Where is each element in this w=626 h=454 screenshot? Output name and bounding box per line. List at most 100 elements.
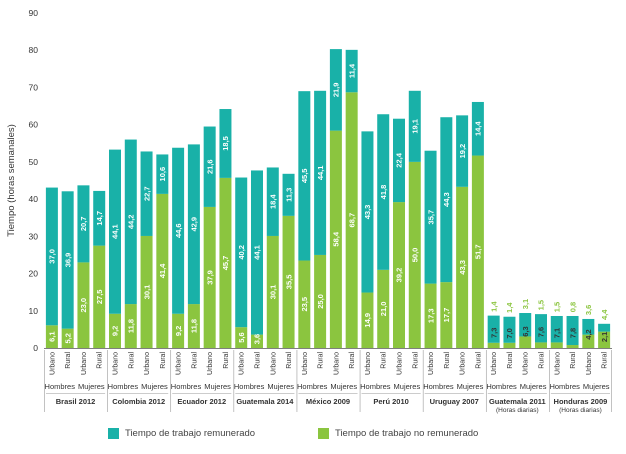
bar-remunerado	[140, 151, 153, 236]
sex-label: Hombres	[171, 382, 202, 391]
bar-no-remunerado	[408, 161, 421, 348]
area-tick-label: Rural	[191, 352, 198, 369]
area-tick-label: Rural	[349, 352, 356, 369]
area-tick-label: Urbano	[554, 352, 561, 375]
value-label-no-remunerado: 1,4	[489, 301, 498, 312]
value-label-no-remunerado: 23,0	[79, 298, 88, 313]
bar-no-remunerado	[124, 304, 137, 348]
bar-remunerado	[109, 149, 121, 314]
sex-label: Mujeres	[204, 382, 231, 391]
bar-remunerado	[345, 49, 358, 93]
group-label: México 2009	[306, 397, 350, 406]
sex-label: Hombres	[108, 382, 139, 391]
sex-label: Mujeres	[78, 382, 105, 391]
bar-remunerado	[124, 139, 137, 305]
value-label-remunerado: 20,7	[79, 217, 88, 232]
value-label-remunerado: 44,1	[316, 166, 325, 181]
value-label-remunerado: 7,8	[568, 328, 577, 338]
bar-no-remunerado	[598, 331, 611, 348]
value-label-remunerado: 19,2	[458, 144, 467, 159]
value-label-no-remunerado: 3,1	[521, 299, 530, 309]
bar-no-remunerado	[45, 325, 58, 348]
bar-no-remunerado	[487, 342, 500, 348]
group-sublabel: (Horas diarias)	[559, 407, 602, 414]
area-tick-label: Rural	[97, 352, 104, 369]
sex-label: Mujeres	[394, 382, 421, 391]
value-label-remunerado: 4,2	[584, 329, 593, 339]
sex-label: Hombres	[45, 382, 76, 391]
bar-no-remunerado	[566, 345, 579, 348]
value-label-remunerado: 18,5	[221, 136, 230, 151]
bar-no-remunerado	[109, 313, 121, 348]
bar-remunerado	[61, 191, 74, 329]
area-tick-label: Rural	[412, 352, 419, 369]
value-label-no-remunerado: 5,6	[237, 332, 246, 342]
bar-remunerado	[172, 147, 185, 314]
bar-no-remunerado	[172, 313, 185, 348]
value-label-no-remunerado: 0,8	[568, 302, 577, 312]
bar-remunerado	[329, 49, 342, 131]
bar-no-remunerado	[424, 283, 437, 348]
value-label-remunerado: 7,3	[489, 328, 498, 338]
group-label: Guatemala 2011	[489, 397, 546, 406]
area-tick-label: Urbano	[270, 352, 277, 375]
sex-label: Hombres	[423, 382, 454, 391]
value-label-remunerado: 22,4	[395, 152, 404, 167]
area-tick-label: Urbano	[302, 352, 309, 375]
bar-remunerado	[377, 114, 390, 270]
bar-no-remunerado	[361, 292, 374, 348]
group-label: Uruguay 2007	[430, 397, 479, 406]
area-tick-label: Rural	[223, 352, 230, 369]
area-tick-label: Urbano	[460, 352, 467, 375]
y-tick-label: 30	[29, 231, 39, 241]
bar-remunerado	[582, 318, 595, 335]
value-label-no-remunerado: 1,5	[537, 300, 546, 310]
area-tick-label: Rural	[507, 352, 514, 369]
bar-no-remunerado	[535, 342, 547, 348]
value-label-remunerado: 14,7	[95, 211, 104, 226]
value-label-remunerado: 43,3	[363, 205, 372, 220]
group-label: Colombia 2012	[112, 397, 165, 406]
bar-remunerado	[314, 90, 327, 255]
bar-no-remunerado	[519, 336, 532, 348]
value-label-no-remunerado: 4,4	[600, 309, 609, 320]
area-tick-label: Rural	[570, 352, 577, 369]
bar-no-remunerado	[282, 215, 295, 348]
sex-label: Hombres	[486, 382, 517, 391]
value-label-no-remunerado: 68,7	[347, 213, 356, 228]
bar-remunerado	[266, 167, 279, 236]
bar-remunerado	[361, 131, 374, 293]
legend: Tiempo de trabajo remunerado Tiempo de t…	[0, 428, 626, 444]
y-tick-label: 20	[29, 269, 39, 279]
bar-remunerado	[93, 190, 106, 246]
sex-label: Hombres	[360, 382, 391, 391]
group-label: Ecuador 2012	[177, 397, 226, 406]
area-tick-label: Urbano	[239, 352, 246, 375]
bar-no-remunerado	[377, 269, 390, 348]
value-label-no-remunerado: 58,4	[332, 231, 341, 246]
bar-no-remunerado	[314, 254, 327, 348]
legend-item-no-remunerado: Tiempo de trabajo no remunerado	[318, 428, 478, 439]
legend-swatch-remunerado	[108, 428, 119, 439]
value-label-no-remunerado: 1,5	[552, 302, 561, 312]
sex-label: Hombres	[234, 382, 265, 391]
value-label-no-remunerado: 21,0	[379, 302, 388, 317]
value-label-no-remunerado: 27,5	[95, 290, 104, 305]
value-label-remunerado: 22,7	[142, 186, 151, 201]
y-axis-title: Tiempo (horas semanales)	[6, 124, 17, 237]
bar-no-remunerado	[266, 235, 279, 348]
bar-no-remunerado	[77, 262, 90, 348]
bar-remunerado	[219, 109, 232, 178]
bar-remunerado	[471, 101, 484, 156]
bar-remunerado	[156, 154, 169, 194]
bar-no-remunerado	[140, 235, 153, 348]
area-tick-label: Urbano	[176, 352, 183, 375]
bar-remunerado	[393, 118, 405, 203]
sex-label: Mujeres	[141, 382, 168, 391]
bar-remunerado	[519, 313, 532, 337]
value-label-no-remunerado: 5,2	[63, 333, 72, 343]
value-label-remunerado: 41,8	[379, 185, 388, 200]
bar-remunerado	[235, 177, 248, 328]
value-label-no-remunerado: 25,0	[316, 294, 325, 309]
area-tick-label: Rural	[475, 352, 482, 369]
